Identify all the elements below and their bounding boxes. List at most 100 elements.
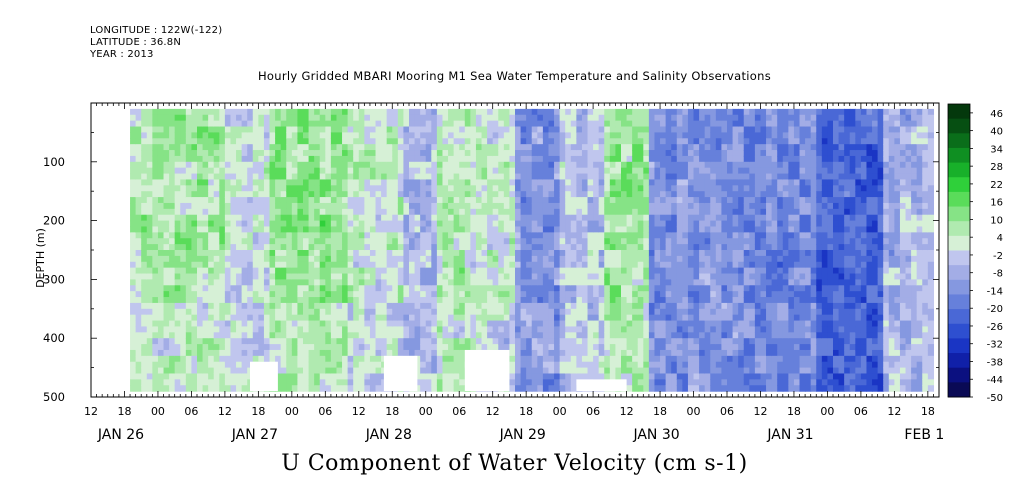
heatmap-cell — [643, 108, 650, 116]
heatmap-cell — [224, 291, 232, 298]
heatmap-cell — [157, 244, 165, 251]
heatmap-cell — [665, 361, 672, 369]
heatmap-cell — [531, 267, 538, 275]
heatmap-cell — [492, 138, 499, 145]
heatmap-cell — [632, 214, 639, 222]
heatmap-cell — [487, 320, 494, 328]
heatmap-cell — [241, 114, 248, 122]
heatmap-cell — [297, 126, 304, 133]
heatmap-cell — [392, 279, 399, 286]
heatmap-cell — [632, 202, 639, 210]
heatmap-cell — [202, 214, 209, 222]
heatmap-cell — [632, 285, 639, 292]
heatmap-cell — [152, 308, 159, 316]
heatmap-cell — [224, 155, 232, 163]
heatmap-cell — [503, 114, 511, 122]
heatmap-cell — [397, 191, 405, 198]
heatmap-cell — [448, 344, 455, 351]
heatmap-cell — [632, 314, 639, 322]
heatmap-cell — [146, 250, 153, 257]
heatmap-cell — [280, 150, 287, 157]
heatmap-cell — [386, 202, 393, 210]
heatmap-cell — [643, 244, 650, 251]
heatmap-cell — [576, 338, 583, 345]
heatmap-cell — [570, 302, 577, 310]
heatmap-cell — [308, 238, 315, 245]
heatmap-cell — [503, 126, 511, 133]
heatmap-cell — [626, 144, 633, 151]
heatmap-cell — [146, 314, 153, 322]
heatmap-cell — [626, 332, 633, 339]
heatmap-cell — [241, 297, 248, 304]
heatmap-cell — [375, 126, 382, 133]
heatmap-cell — [381, 161, 388, 169]
heatmap-cell — [565, 238, 572, 245]
heatmap-cell — [526, 361, 533, 369]
heatmap-cell — [342, 361, 349, 369]
heatmap-cell — [163, 250, 170, 257]
heatmap-cell — [492, 308, 499, 316]
heatmap-cell — [185, 114, 193, 122]
heatmap-cell — [202, 267, 209, 275]
heatmap-cell — [191, 267, 198, 275]
heatmap-cell — [509, 208, 516, 216]
heatmap-cell — [704, 338, 711, 345]
heatmap-cell — [202, 297, 209, 304]
heatmap-cell — [180, 191, 187, 198]
heatmap-cell — [537, 255, 544, 263]
heatmap-cell — [626, 108, 633, 116]
heatmap-cell — [325, 308, 332, 316]
heatmap-cell — [515, 291, 522, 298]
heatmap-cell — [174, 338, 181, 345]
heatmap-cell — [174, 279, 181, 286]
heatmap-cell — [559, 202, 566, 210]
heatmap-cell — [615, 338, 622, 345]
heatmap-cell — [353, 114, 360, 122]
heatmap-cell — [286, 191, 293, 198]
heatmap-cell — [453, 191, 460, 198]
heatmap-cell — [542, 308, 550, 316]
heatmap-cell — [542, 197, 550, 204]
heatmap-cell — [464, 273, 471, 280]
heatmap-cell — [570, 197, 577, 204]
heatmap-cell — [180, 379, 187, 386]
heatmap-cell — [503, 297, 511, 304]
heatmap-cell — [487, 108, 494, 116]
heatmap-cell — [219, 338, 226, 345]
heatmap-cell — [403, 314, 410, 322]
heatmap-cell — [481, 226, 488, 233]
heatmap-cell — [660, 214, 667, 222]
heatmap-cell — [241, 308, 248, 316]
heatmap-cell — [275, 302, 282, 310]
heatmap-cell — [453, 279, 460, 286]
heatmap-cell — [632, 349, 639, 357]
heatmap-cell — [632, 226, 639, 233]
heatmap-cell — [581, 144, 589, 151]
heatmap-cell — [180, 349, 187, 357]
heatmap-cell — [570, 167, 577, 175]
heatmap-cell — [202, 338, 209, 345]
heatmap-cell — [431, 191, 438, 198]
heatmap-cell — [487, 214, 494, 222]
heatmap-cell — [163, 332, 170, 339]
heatmap-cell — [687, 297, 695, 304]
heatmap-cell — [236, 267, 243, 275]
heatmap-cell — [375, 191, 382, 198]
heatmap-cell — [665, 285, 672, 292]
heatmap-cell — [236, 320, 243, 328]
heatmap-cell — [598, 261, 605, 269]
heatmap-cell — [554, 138, 561, 145]
heatmap-cell — [291, 197, 299, 204]
heatmap-cell — [699, 132, 706, 139]
heatmap-cell — [319, 373, 326, 380]
heatmap-cell — [676, 255, 683, 263]
heatmap-cell — [621, 261, 628, 269]
heatmap-cell — [330, 126, 338, 133]
heatmap-cell — [587, 314, 594, 322]
heatmap-cell — [403, 326, 410, 333]
heatmap-cell — [403, 285, 410, 292]
heatmap-cell — [330, 232, 338, 239]
heatmap-cell — [325, 197, 332, 204]
heatmap-cell — [487, 338, 494, 345]
heatmap-cell — [347, 308, 354, 316]
